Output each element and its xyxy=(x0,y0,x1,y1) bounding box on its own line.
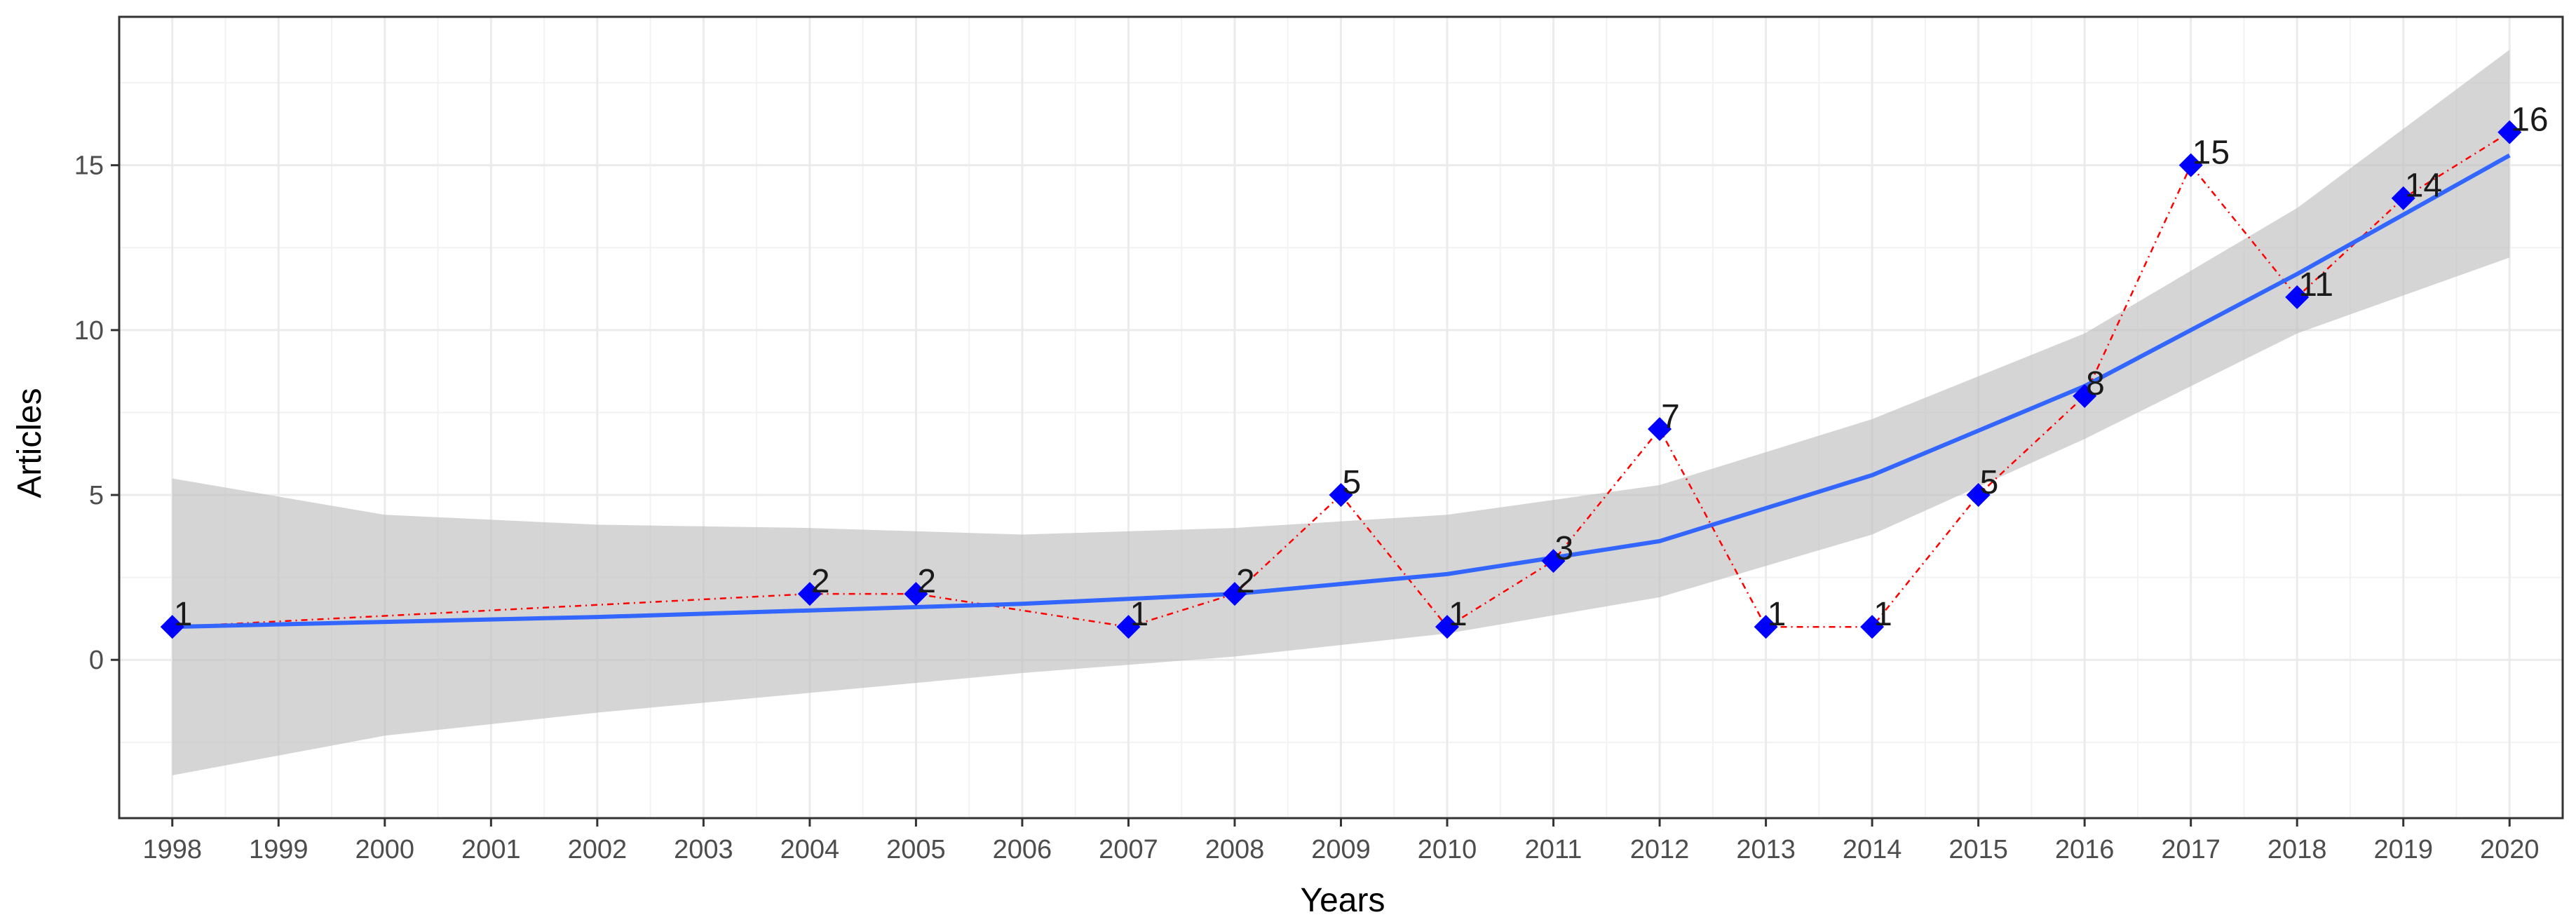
x-tick-label: 2003 xyxy=(674,835,733,864)
x-tick-label: 2020 xyxy=(2480,835,2540,864)
data-point-label: 1 xyxy=(1130,596,1148,633)
data-point-marker xyxy=(2497,120,2522,144)
data-point-label: 7 xyxy=(1661,398,1680,435)
trend-line xyxy=(172,153,2511,630)
x-tick-label: 2011 xyxy=(1525,835,1582,864)
data-point-marker xyxy=(1860,615,1885,639)
x-tick-label: 2010 xyxy=(1418,835,1477,864)
x-tick-label: 2012 xyxy=(1630,835,1690,864)
data-point-marker xyxy=(1435,615,1460,639)
data-point-label: 15 xyxy=(2192,135,2230,172)
x-tick-label: 1998 xyxy=(142,835,202,864)
data-point-label: 16 xyxy=(2511,102,2548,139)
x-tick-label: 2014 xyxy=(1843,835,1902,864)
x-tick-label: 2005 xyxy=(886,835,946,864)
x-tick-label: 2008 xyxy=(1205,835,1265,864)
x-tick-label: 2004 xyxy=(780,835,840,864)
x-axis-title: Years xyxy=(1301,882,1385,919)
data-point-label: 5 xyxy=(1343,464,1362,501)
data-point-label: 14 xyxy=(2405,168,2442,205)
data-point-marker xyxy=(2073,383,2097,408)
data-point-label: 1 xyxy=(174,596,193,633)
y-tick-label: 15 xyxy=(74,151,104,181)
x-tick-label: 2018 xyxy=(2267,835,2327,864)
data-point-marker xyxy=(904,582,928,606)
data-point-marker xyxy=(1116,615,1141,639)
x-tick-label: 2006 xyxy=(993,835,1052,864)
data-point-label: 2 xyxy=(917,563,936,600)
x-tick-label: 2016 xyxy=(2055,835,2115,864)
data-point-label: 2 xyxy=(811,563,830,600)
data-point-marker xyxy=(1754,615,1778,639)
data-point-label: 11 xyxy=(2298,266,2333,304)
data-point-marker xyxy=(1648,416,1672,441)
data-point-marker xyxy=(2178,153,2203,177)
data-point-label: 1 xyxy=(1873,596,1892,633)
data-point-label: 3 xyxy=(1555,530,1574,567)
data-point-marker xyxy=(797,582,822,606)
data-point-marker xyxy=(160,615,184,639)
x-tick-label: 2002 xyxy=(568,835,628,864)
x-tick-label: 2007 xyxy=(1099,835,1158,864)
x-tick-label: 1999 xyxy=(249,835,309,864)
data-point-marker xyxy=(1329,483,1353,508)
data-point-marker xyxy=(1966,483,1991,508)
y-axis-title: Articles xyxy=(11,388,48,498)
x-tick-label: 2015 xyxy=(1948,835,2008,864)
data-point-marker xyxy=(2391,186,2415,210)
x-tick-label: 2019 xyxy=(2373,835,2433,864)
data-point-label: 8 xyxy=(2086,365,2105,402)
axes: 1998 1999 2000 2001 2002 2003 2004 2005 2006 2007… xyxy=(74,151,2540,864)
data-point-label: 1 xyxy=(1768,596,1787,633)
x-tick-label: 2000 xyxy=(355,835,415,864)
data-point-marker xyxy=(1541,549,1566,573)
x-tick-label: 2013 xyxy=(1736,835,1796,864)
y-tick-label: 10 xyxy=(74,316,104,346)
data-point-marker xyxy=(2285,285,2310,309)
x-tick-label: 2017 xyxy=(2161,835,2221,864)
x-tick-label: 2001 xyxy=(461,835,521,864)
x-tick-label: 2009 xyxy=(1311,835,1371,864)
data-point-marker xyxy=(1222,582,1247,606)
data-point-label: 2 xyxy=(1236,563,1255,600)
data-point-label: 1 xyxy=(1449,596,1467,633)
data-point-label: 5 xyxy=(1980,464,1999,501)
confidence-band xyxy=(172,50,2510,775)
y-tick-label: 5 xyxy=(89,481,104,510)
y-tick-label: 0 xyxy=(89,646,104,675)
